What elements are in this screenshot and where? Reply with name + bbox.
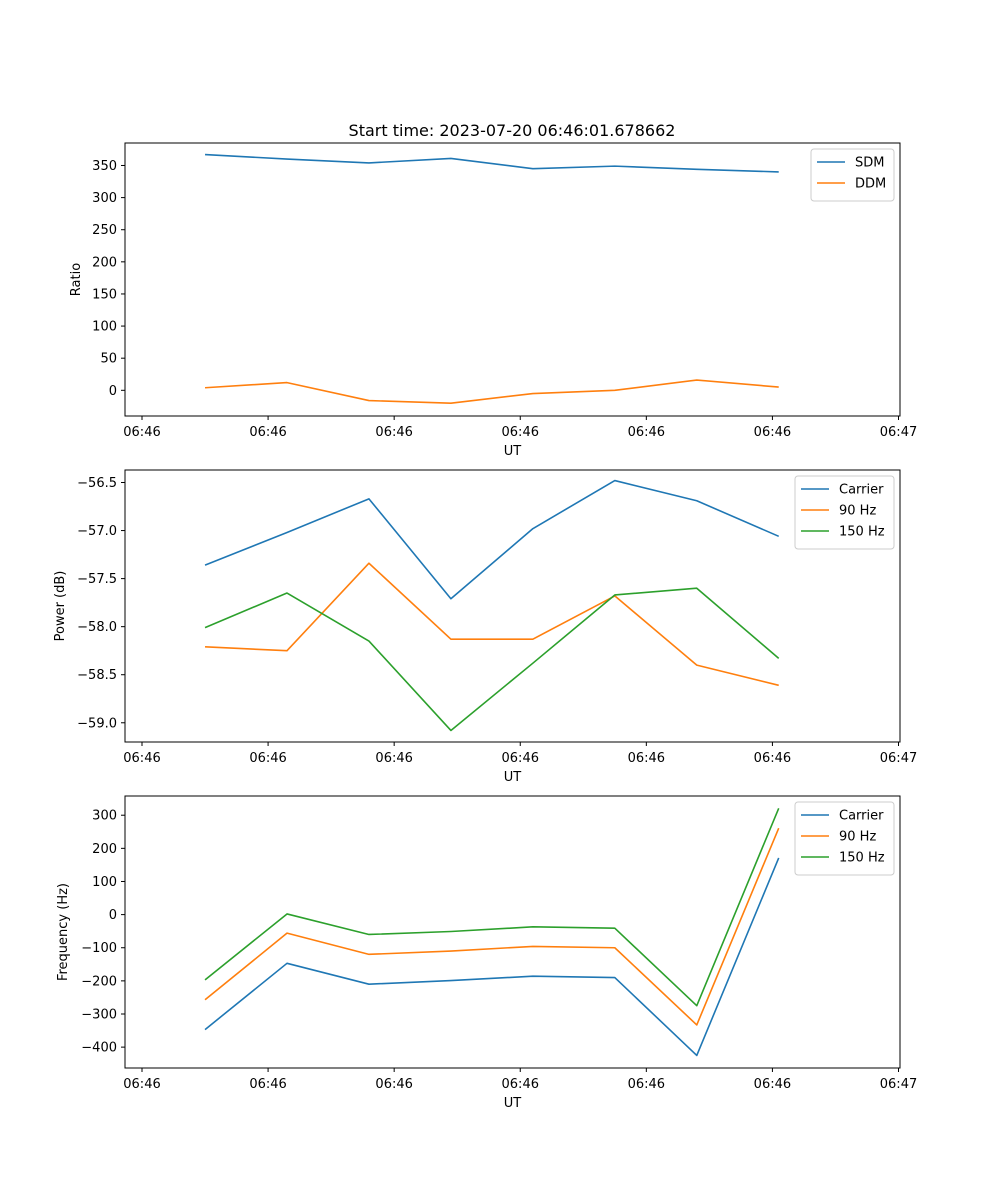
panel-1: 06:46 06:46 06:46 06:46 06:46 06:46 06:47 0 50 10… bbox=[69, 142, 917, 459]
x-tick-label: 06:47 bbox=[880, 425, 917, 440]
series-line-90-hz bbox=[205, 562, 779, 687]
x-axis-label: UT bbox=[504, 444, 522, 459]
y-tick-label: −200 bbox=[81, 974, 117, 989]
y-tick-label: −56.5 bbox=[77, 476, 117, 491]
panel-2: 06:46 06:46 06:46 06:46 06:46 06:46 06:47 −59.0… bbox=[53, 469, 917, 785]
y-tick-label: 200 bbox=[92, 255, 117, 270]
x-tick-label: 06:46 bbox=[249, 751, 286, 766]
legend-label: 90 Hz bbox=[839, 504, 876, 519]
x-tick-label: 06:46 bbox=[502, 1077, 539, 1092]
series-line-carrier bbox=[204, 857, 780, 1057]
x-tick-label: 06:46 bbox=[628, 751, 665, 766]
x-tick-label: 06:46 bbox=[754, 425, 791, 440]
x-tick-label: 06:46 bbox=[123, 1077, 160, 1092]
y-axis-label: Ratio bbox=[69, 263, 84, 296]
x-tick-label: 06:46 bbox=[502, 751, 539, 766]
series-line-ddm bbox=[204, 379, 779, 404]
y-tick-label: −57.5 bbox=[77, 572, 117, 587]
x-tick-label: 06:46 bbox=[754, 751, 791, 766]
y-tick-label: −300 bbox=[81, 1007, 117, 1022]
panel-3: 06:46 06:46 06:46 06:46 06:46 06:46 06:47 −400 −… bbox=[56, 795, 917, 1111]
y-tick-label: 0 bbox=[109, 384, 117, 399]
x-tick-label: 06:46 bbox=[628, 1077, 665, 1092]
legend: SDM DDM bbox=[810, 148, 895, 202]
x-tick-label: 06:46 bbox=[249, 425, 286, 440]
series-line-90-hz bbox=[204, 827, 780, 1026]
axes-frame bbox=[124, 795, 901, 1069]
y-tick-label: −57.0 bbox=[77, 524, 117, 539]
x-tick-label: 06:46 bbox=[375, 751, 412, 766]
y-tick-label: 200 bbox=[92, 842, 117, 857]
series-line-sdm bbox=[204, 153, 779, 173]
legend-label: SDM bbox=[855, 156, 884, 171]
figure-title: Start time: 2023-07-20 06:46:01.678662 bbox=[349, 121, 676, 140]
x-tick-label: 06:47 bbox=[880, 751, 917, 766]
legend-label: Carrier bbox=[839, 809, 884, 824]
y-tick-label: −58.0 bbox=[77, 620, 117, 635]
axes-frame bbox=[124, 142, 901, 417]
y-axis-label: Power (dB) bbox=[53, 571, 68, 642]
y-tick-label: 300 bbox=[92, 191, 117, 206]
legend-label: 150 Hz bbox=[839, 851, 885, 866]
legend-label: 90 Hz bbox=[839, 830, 876, 845]
y-tick-label: −100 bbox=[81, 941, 117, 956]
x-tick-label: 06:46 bbox=[123, 751, 160, 766]
legend-label: 150 Hz bbox=[839, 525, 885, 540]
y-tick-label: 100 bbox=[92, 875, 117, 890]
series-line-150-hz bbox=[204, 587, 780, 732]
x-tick-label: 06:46 bbox=[628, 425, 665, 440]
y-tick-label: 50 bbox=[100, 352, 117, 367]
y-tick-label: 100 bbox=[92, 320, 117, 335]
x-tick-label: 06:46 bbox=[249, 1077, 286, 1092]
series-line-carrier bbox=[204, 479, 780, 600]
legend: Carrier 90 Hz 150 Hz bbox=[794, 801, 895, 876]
y-tick-label: 0 bbox=[109, 908, 117, 923]
x-tick-label: 06:46 bbox=[375, 1077, 412, 1092]
panels: 06:46 06:46 06:46 06:46 06:46 06:46 06:47 0 50 10… bbox=[53, 142, 917, 1111]
y-tick-label: 250 bbox=[92, 223, 117, 238]
y-tick-label: −58.5 bbox=[77, 668, 117, 683]
y-axis-label: Frequency (Hz) bbox=[56, 883, 71, 981]
x-axis-label: UT bbox=[504, 1096, 522, 1111]
y-tick-label: −59.0 bbox=[77, 716, 117, 731]
y-tick-label: 350 bbox=[92, 159, 117, 174]
series-line-150-hz bbox=[204, 807, 780, 1007]
x-tick-label: 06:47 bbox=[880, 1077, 917, 1092]
axes-frame bbox=[124, 469, 901, 743]
x-axis-label: UT bbox=[504, 770, 522, 785]
legend: Carrier 90 Hz 150 Hz bbox=[794, 475, 895, 550]
x-tick-label: 06:46 bbox=[754, 1077, 791, 1092]
x-tick-label: 06:46 bbox=[375, 425, 412, 440]
y-tick-label: 300 bbox=[92, 809, 117, 824]
x-tick-label: 06:46 bbox=[123, 425, 160, 440]
legend-label: DDM bbox=[855, 177, 886, 192]
y-tick-label: 150 bbox=[92, 287, 117, 302]
x-tick-label: 06:46 bbox=[502, 425, 539, 440]
legend-label: Carrier bbox=[839, 483, 884, 498]
y-tick-label: −400 bbox=[81, 1041, 117, 1056]
